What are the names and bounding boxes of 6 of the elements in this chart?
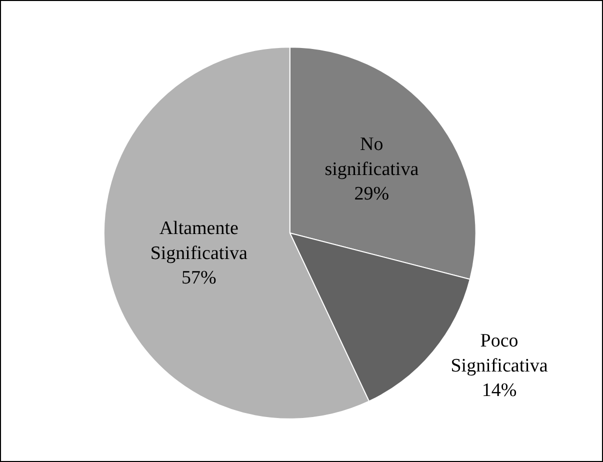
data-label: 29%: [354, 184, 390, 205]
slice-label: No significativa: [324, 134, 420, 180]
slice-label: Poco Significativa: [450, 330, 548, 376]
data-label: 14%: [482, 380, 517, 402]
data-label: 57%: [181, 267, 216, 288]
slice-label: Altamente Significativa: [150, 218, 248, 264]
